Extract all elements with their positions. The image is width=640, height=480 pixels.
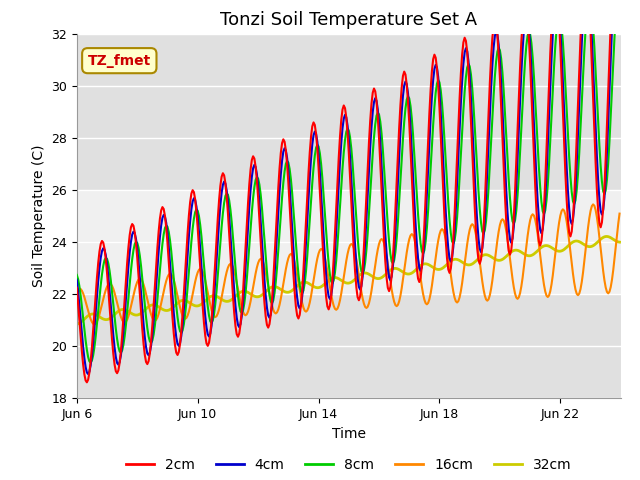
Legend: 2cm, 4cm, 8cm, 16cm, 32cm: 2cm, 4cm, 8cm, 16cm, 32cm (121, 453, 577, 478)
Y-axis label: Soil Temperature (C): Soil Temperature (C) (31, 145, 45, 287)
Text: TZ_fmet: TZ_fmet (88, 54, 151, 68)
Title: Tonzi Soil Temperature Set A: Tonzi Soil Temperature Set A (220, 11, 477, 29)
Bar (77, 190, 621, 294)
X-axis label: Time: Time (332, 427, 366, 441)
